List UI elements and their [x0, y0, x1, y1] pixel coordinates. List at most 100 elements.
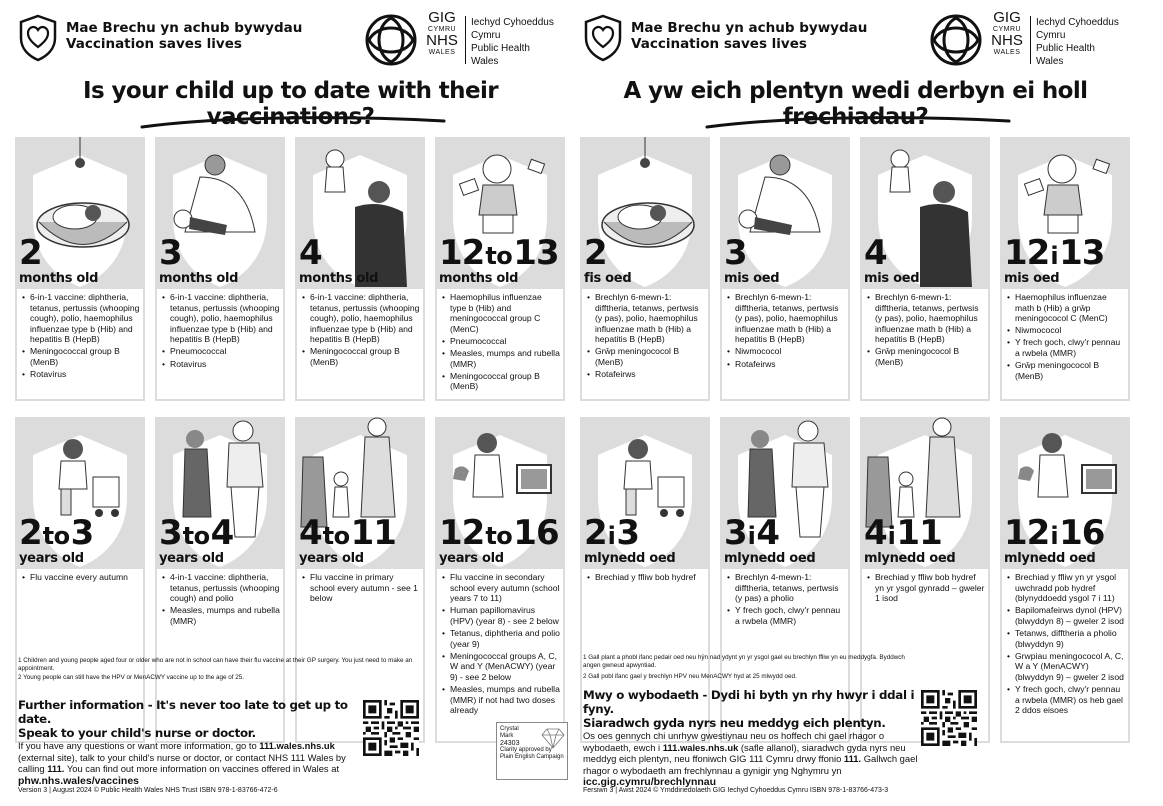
vaccine-item: Brechlyn 4-mewn-1: difftheria, tetanws, …	[725, 572, 845, 604]
card-age-unit: months old	[19, 271, 99, 286]
card-illustration	[1000, 417, 1130, 567]
age-number: 4	[210, 513, 235, 553]
vaccine-list: Brechlyn 6-mewn-1: difftheria, tetanws, …	[582, 289, 708, 399]
vaccine-item: 4-in-1 vaccine: diphtheria, tetanus, per…	[160, 572, 280, 604]
vaccine-item: Haemophilus influenzae type b (Hib) and …	[440, 292, 560, 334]
info-text: Os oes gennych chi unrhyw gwestiynau neu…	[583, 730, 885, 753]
age-connector: to	[182, 522, 210, 550]
shield-illustration-icon	[1018, 154, 1112, 287]
shield-illustration-icon	[33, 137, 130, 287]
org-line: Iechyd Cyhoeddus	[1036, 17, 1119, 28]
vaccine-list: Flu vaccine every autumn	[17, 569, 143, 741]
vaccine-item: 6-in-1 vaccine: diphtheria, tetanus, per…	[160, 292, 280, 345]
title-underline	[140, 116, 446, 129]
vaccine-item: Brechlyn 6-mewn-1: difftheria, tetanws, …	[725, 292, 845, 345]
nhs111-link[interactable]: 111.wales.nhs.uk	[662, 741, 739, 753]
shield-illustration-icon	[738, 154, 832, 287]
vaccine-list: 6-in-1 vaccine: diphtheria, tetanus, per…	[157, 289, 283, 399]
card-age: 4	[864, 235, 888, 271]
age-connector: to	[485, 242, 513, 270]
card-age-unit: mis oed	[1004, 271, 1060, 286]
vaccine-item: Grwpiau meningococol A, C, W a Y (MenACW…	[1005, 651, 1125, 683]
qr-code-icon	[363, 700, 419, 756]
card-illustration	[155, 137, 285, 287]
info-text: If you have any questions or want more i…	[18, 740, 260, 751]
age-number: 12	[1004, 513, 1050, 553]
card-age: 4to11	[299, 515, 397, 554]
vaccine-item: Bapilomafeirws dynol (HPV) (blwyddyn 8) …	[1005, 605, 1125, 626]
card-age: 2i3	[584, 515, 640, 554]
age-number: 3	[724, 233, 748, 273]
age-connector: i	[747, 522, 756, 550]
header: Mae Brechu yn achub bywydau Vaccination …	[8, 10, 573, 72]
card-age: 3i4	[724, 513, 780, 554]
age-number: 12	[1004, 233, 1050, 273]
footnote-2: 2 Young people can still have the HPV or…	[18, 674, 245, 681]
age-connector: i	[607, 522, 616, 550]
vaccine-item: Y frech goch, clwy'r pennau a rwbela (MM…	[725, 605, 845, 626]
card-age: 4i11	[864, 513, 943, 554]
info-heading: Mwy o wybodaeth - Dydi hi byth yn rhy hw…	[583, 688, 915, 716]
age-number: 16	[1059, 513, 1105, 553]
info-text: You can find out more information on vac…	[64, 763, 340, 775]
slogan-welsh: Mae Brechu yn achub bywydau	[66, 20, 303, 36]
footnote-1: 1 Gall plant a phobl ifanc pedair oed ne…	[583, 654, 905, 669]
celtic-knot-icon	[363, 12, 419, 68]
nhs-wordmark: GIG CYMRU NHS WALES	[423, 10, 461, 58]
vaccine-item: Brechlyn 6-mewn-1: difftheria, tetanws, …	[585, 292, 705, 345]
card-illustration	[580, 137, 710, 287]
card-age: 2	[19, 235, 43, 271]
nhs111-link[interactable]: 111.wales.nhs.uk	[259, 740, 335, 751]
slogan-english: Vaccination saves lives	[66, 36, 242, 52]
org-line: Public Health	[1036, 43, 1095, 54]
phw-logo: GIG CYMRU NHS WALES Iechyd Cyhoeddus Cym…	[363, 10, 573, 68]
card-age: 4	[299, 233, 323, 273]
shield-illustration-icon	[878, 149, 972, 287]
vaccine-item: Brechiad y ffliw yn yr ysgol uwchradd po…	[1005, 572, 1125, 604]
vaccine-list: Haemophilus influenzae math b (Hib) a gr…	[1002, 289, 1128, 399]
shield-illustration-icon	[313, 149, 407, 287]
qr-code-icon	[921, 690, 977, 746]
card-age-unit: mis oed	[724, 271, 780, 286]
vaccines-url[interactable]: phw.nhs.wales/vaccines	[18, 774, 139, 787]
info-heading: Further information - It's never too lat…	[18, 698, 348, 726]
vaccine-list: Brechiad y ffliw yn yr ysgol uwchradd po…	[1002, 569, 1128, 741]
gig-text: GIG	[993, 9, 1021, 26]
age-number: 3	[724, 513, 748, 553]
crystal-line: Clarity approved by	[500, 747, 552, 753]
card-illustration	[860, 417, 990, 567]
vaccine-item: Grŵp meningococol B (MenB)	[585, 346, 705, 367]
vaccine-item: Brechlyn 6-mewn-1: difftheria, tetanws, …	[865, 292, 985, 345]
card-illustration	[15, 137, 145, 287]
age-connector: i	[1050, 242, 1059, 270]
crystal-line: Crystal	[500, 726, 519, 732]
card-illustration	[155, 417, 285, 567]
nhs-text: NHS	[991, 32, 1023, 49]
card-age: 3	[724, 233, 748, 273]
nhs-wordmark: GIG CYMRU NHS WALES	[988, 9, 1026, 58]
card-age: 3	[159, 235, 183, 271]
info-text: (external site), talk to your child's nu…	[18, 751, 346, 775]
vaccines-url[interactable]: icc.gig.cymru/brechlynnau	[583, 776, 717, 789]
age-number: 4	[864, 513, 888, 553]
vaccine-item: Niwmococol	[1005, 325, 1125, 336]
vaccine-list: 4-in-1 vaccine: diphtheria, tetanus, per…	[157, 569, 283, 741]
vaccine-item: Human papillomavirus (HPV) (year 8) - se…	[440, 605, 560, 626]
crystal-line: 24303	[500, 740, 520, 747]
info-subheading: Speak to your child's nurse or doctor.	[18, 726, 256, 740]
org-line: Wales	[471, 56, 499, 67]
age-number: 11	[896, 513, 942, 553]
card-age-unit: mlynedd oed	[864, 551, 956, 566]
footnote-2: 2 Gall pobl ifanc gael y brechlyn HPV ne…	[583, 673, 797, 680]
card-age-unit: years old	[159, 551, 224, 566]
age-number: 4	[299, 233, 323, 273]
shield-illustration-icon	[453, 154, 547, 287]
card-age-unit: mlynedd oed	[1004, 551, 1096, 566]
further-information: Mwy o wybodaeth - Dydi hi byth yn rhy hw…	[583, 688, 918, 789]
